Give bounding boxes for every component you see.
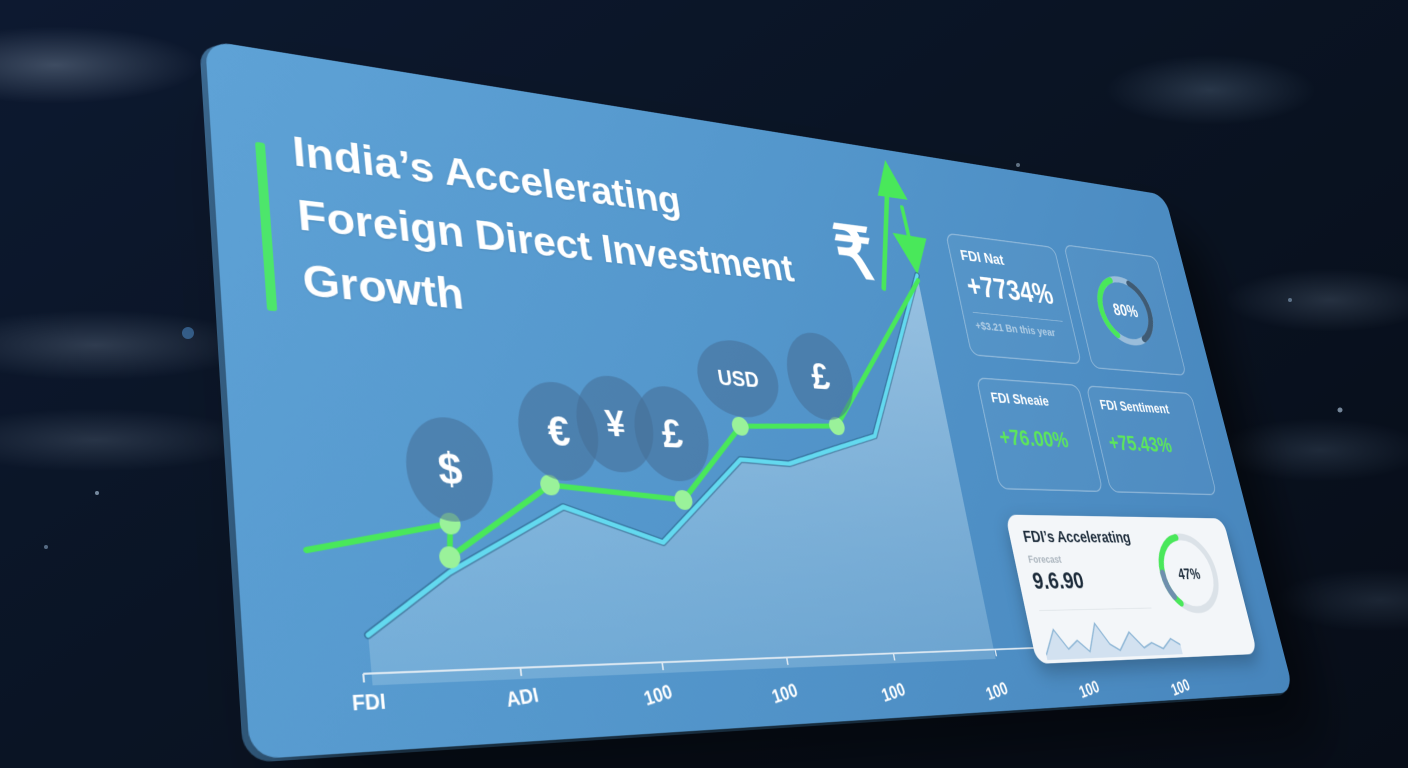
svg-text:100: 100 [879,679,908,706]
svg-text:100: 100 [1169,675,1193,699]
svg-text:47%: 47% [1176,566,1202,583]
svg-text:100: 100 [983,678,1010,704]
svg-text:100: 100 [641,680,675,710]
svg-text:100: 100 [1076,677,1101,702]
svg-text:80%: 80% [1111,301,1139,321]
svg-text:100: 100 [769,679,800,707]
svg-text:FDI: FDI [351,689,387,715]
